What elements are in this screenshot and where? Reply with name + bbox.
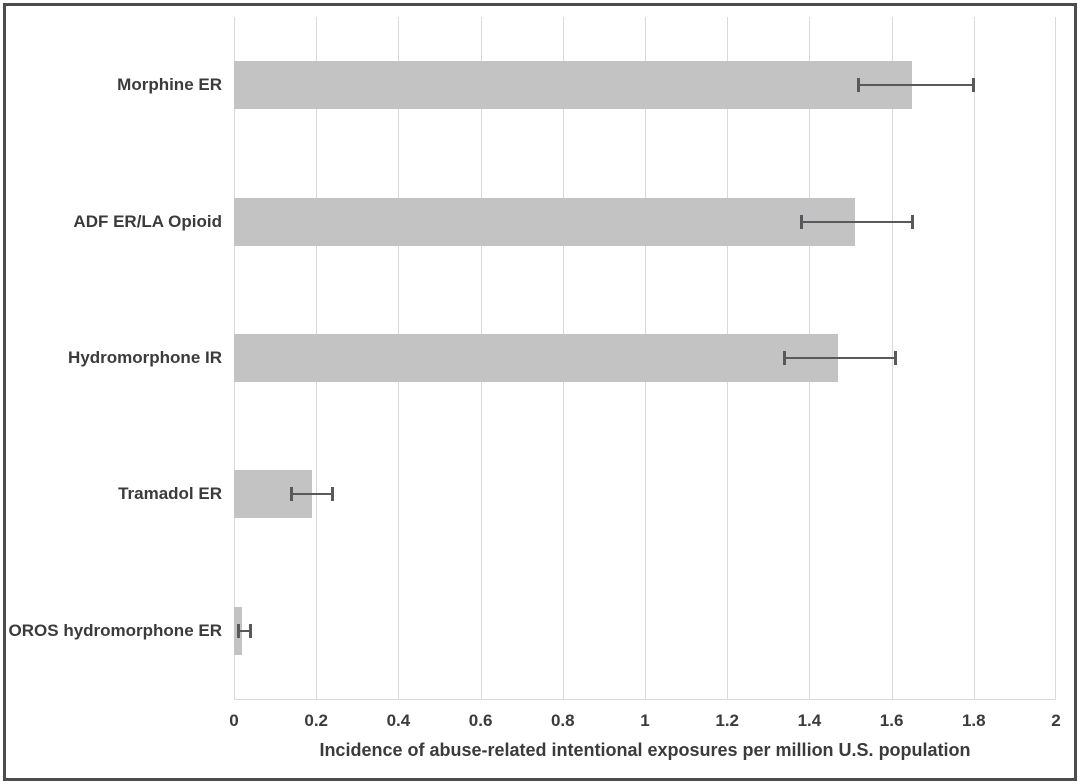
x-tick-label: 1.4	[797, 711, 822, 730]
x-tick-label: 0.4	[386, 711, 411, 730]
x-tick-label: 2	[1051, 711, 1061, 730]
x-tick-label: 0.2	[304, 711, 329, 730]
error-bar	[858, 84, 974, 87]
error-bar-cap	[331, 487, 335, 502]
x-tick-label: 1.8	[961, 711, 986, 730]
x-tick-label: 0.6	[468, 711, 493, 730]
x-tick-label: 0.8	[550, 711, 575, 730]
category-label: OROS hydromorphone ER	[8, 621, 222, 641]
x-axis-title: Incidence of abuse-related intentional e…	[319, 740, 971, 760]
x-tick-label: 0	[229, 711, 239, 730]
x-tick-label: 1.2	[715, 711, 740, 730]
error-bar-cap	[290, 487, 294, 502]
category-label: Tramadol ER	[118, 484, 222, 504]
error-bar	[291, 493, 333, 496]
error-bar-cap	[248, 623, 252, 638]
gridline	[973, 17, 975, 699]
error-bar-cap	[894, 351, 898, 365]
gridline	[1055, 17, 1056, 699]
bar	[234, 334, 839, 382]
error-bar	[238, 629, 251, 632]
error-bar-cap	[857, 78, 861, 93]
error-bar-cap	[799, 214, 803, 229]
error-bar-cap	[972, 78, 976, 93]
category-label: Morphine ER	[117, 75, 222, 95]
error-bar-cap	[236, 623, 240, 638]
x-tick-label: 1	[640, 711, 650, 730]
category-label: ADF ER/LA Opioid	[73, 211, 222, 231]
category-label: Hydromorphone IR	[68, 348, 222, 368]
bar	[234, 61, 913, 110]
error-bar-cap	[783, 351, 787, 365]
x-tick-label: 1.6	[879, 711, 904, 730]
error-bar	[784, 357, 896, 359]
plot-area	[234, 17, 1056, 700]
bar	[234, 197, 855, 246]
error-bar	[801, 220, 913, 223]
error-bar-cap	[910, 214, 914, 229]
